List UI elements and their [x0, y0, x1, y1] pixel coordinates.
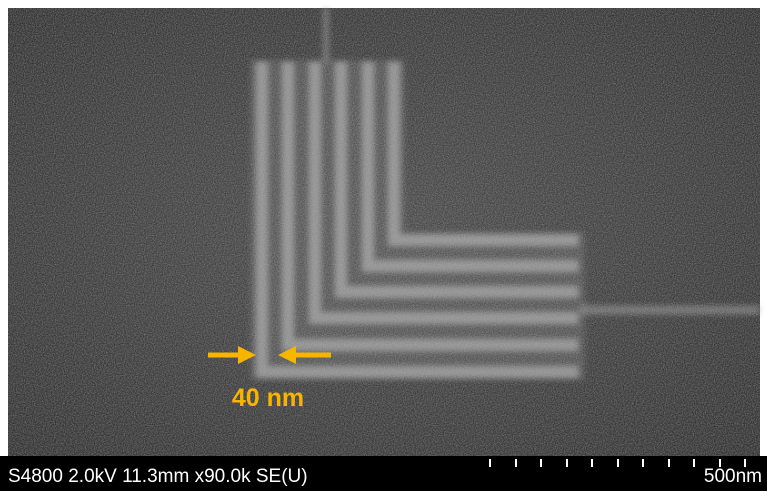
sem-micrograph: 40 nm S4800 2.0kV 11.3mm x90.0k SE(U) 50…	[0, 0, 767, 491]
instrument-info: S4800 2.0kV 11.3mm x90.0k SE(U)	[8, 466, 308, 487]
image-area	[8, 8, 760, 456]
scale-label: 500nm	[704, 466, 762, 487]
dimension-label: 40 nm	[232, 384, 304, 412]
info-bar: S4800 2.0kV 11.3mm x90.0k SE(U) 500nm	[0, 456, 767, 491]
